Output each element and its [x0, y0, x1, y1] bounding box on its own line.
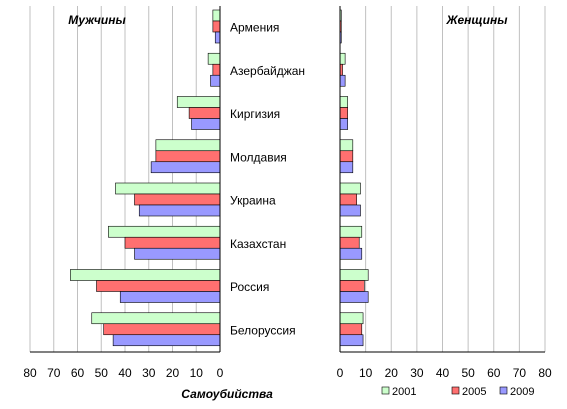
male-bar-2005: [212, 20, 221, 33]
female-bar-2005: [339, 323, 363, 336]
category-label: Армения: [230, 21, 279, 35]
male-bar-2009: [191, 118, 221, 130]
legend: 2001 2005 2009: [381, 386, 534, 398]
legend-swatch-2009: [499, 386, 508, 395]
legend-swatch-2005: [451, 386, 460, 395]
male-bar-2005: [212, 63, 221, 76]
x-axis-label: Самоубийства: [181, 387, 273, 401]
female-tick-label: 10: [359, 366, 373, 380]
male-tick-label: 60: [71, 366, 85, 380]
male-panel-bars: [70, 9, 221, 347]
male-panel-title: Мужчины: [68, 13, 126, 27]
male-bar-2001: [115, 182, 221, 195]
male-bar-2005: [124, 236, 221, 249]
male-tick-label: 70: [47, 366, 61, 380]
male-bar-2001: [176, 96, 221, 108]
legend-label-2009: 2009: [510, 386, 534, 398]
tick-labels: 80 70 60 50 40 30 20 10 0 0 10 20 30 40 50 60 70 80: [23, 366, 552, 380]
male-bar-2009: [112, 334, 221, 347]
category-label: Молдавия: [230, 150, 287, 164]
category-label: Азербайджан: [230, 64, 305, 78]
female-bar-2009: [339, 161, 354, 174]
male-bar-2005: [188, 107, 221, 119]
axes: [30, 6, 545, 353]
female-bar-2001: [339, 225, 363, 238]
female-tick-label: 50: [461, 366, 475, 380]
female-bar-2001: [339, 96, 348, 108]
male-bar-2005: [134, 193, 221, 206]
female-bar-2009: [339, 118, 348, 130]
legend-label-2005: 2005: [462, 386, 486, 398]
male-panel-gridlines: [29, 6, 197, 352]
female-bar-2009: [339, 247, 363, 260]
male-bar-2009: [150, 161, 221, 174]
female-tick-label: 20: [385, 366, 399, 380]
male-bar-2009: [210, 74, 221, 87]
female-bar-2005: [339, 236, 360, 249]
category-label: Казахстан: [230, 237, 286, 251]
male-bar-2009: [138, 204, 221, 217]
female-panel-bars: [339, 9, 369, 347]
female-bar-2005: [339, 107, 348, 119]
category-label: Украина: [230, 194, 276, 208]
male-tick-label: 10: [190, 366, 204, 380]
female-tick-label: 60: [487, 366, 501, 380]
male-bar-2009: [134, 247, 221, 260]
category-label: Киргизия: [230, 107, 280, 121]
female-bar-2001: [339, 52, 346, 65]
male-bar-2005: [96, 280, 221, 292]
male-bar-2001: [91, 312, 221, 325]
male-tick-label: 80: [23, 366, 37, 380]
male-tick-label: 40: [118, 366, 132, 380]
female-bar-2009: [339, 74, 346, 87]
male-tick-label: 0: [217, 366, 224, 380]
female-tick-label: 70: [513, 366, 527, 380]
female-panel-title: Женщины: [446, 13, 509, 27]
male-bar-2001: [108, 225, 221, 238]
male-tick-label: 30: [142, 366, 156, 380]
male-bar-2009: [119, 291, 221, 303]
male-bar-2001: [207, 52, 221, 65]
female-bar-2005: [339, 193, 357, 206]
female-tick-label: 80: [538, 366, 552, 380]
female-bar-2009: [339, 334, 364, 347]
female-bar-2005: [339, 150, 354, 163]
category-labels: Армения Азербайджан Киргизия Молдавия Украин…: [230, 21, 305, 338]
female-bar-2005: [339, 280, 365, 292]
legend-label-2001: 2001: [392, 386, 416, 398]
male-bar-2001: [212, 9, 221, 22]
male-bar-2009: [214, 31, 221, 44]
female-tick-label: 0: [337, 366, 344, 380]
female-bar-2009: [339, 204, 361, 217]
male-tick-label: 50: [95, 366, 109, 380]
male-bar-2005: [103, 323, 221, 336]
female-panel-gridlines: [365, 6, 546, 352]
male-bar-2005: [155, 150, 221, 163]
female-tick-label: 30: [410, 366, 424, 380]
category-label: Россия: [230, 280, 269, 294]
legend-swatch-2001: [381, 386, 390, 395]
female-bar-2001: [339, 182, 361, 195]
category-label: Белоруссия: [230, 323, 296, 337]
female-bar-2001: [339, 269, 369, 281]
male-bar-2001: [70, 269, 221, 281]
female-bar-2001: [339, 139, 354, 152]
male-tick-label: 20: [166, 366, 180, 380]
female-bar-2001: [339, 312, 364, 325]
female-tick-label: 40: [436, 366, 450, 380]
female-bar-2009: [339, 291, 369, 303]
male-bar-2001: [155, 139, 221, 152]
